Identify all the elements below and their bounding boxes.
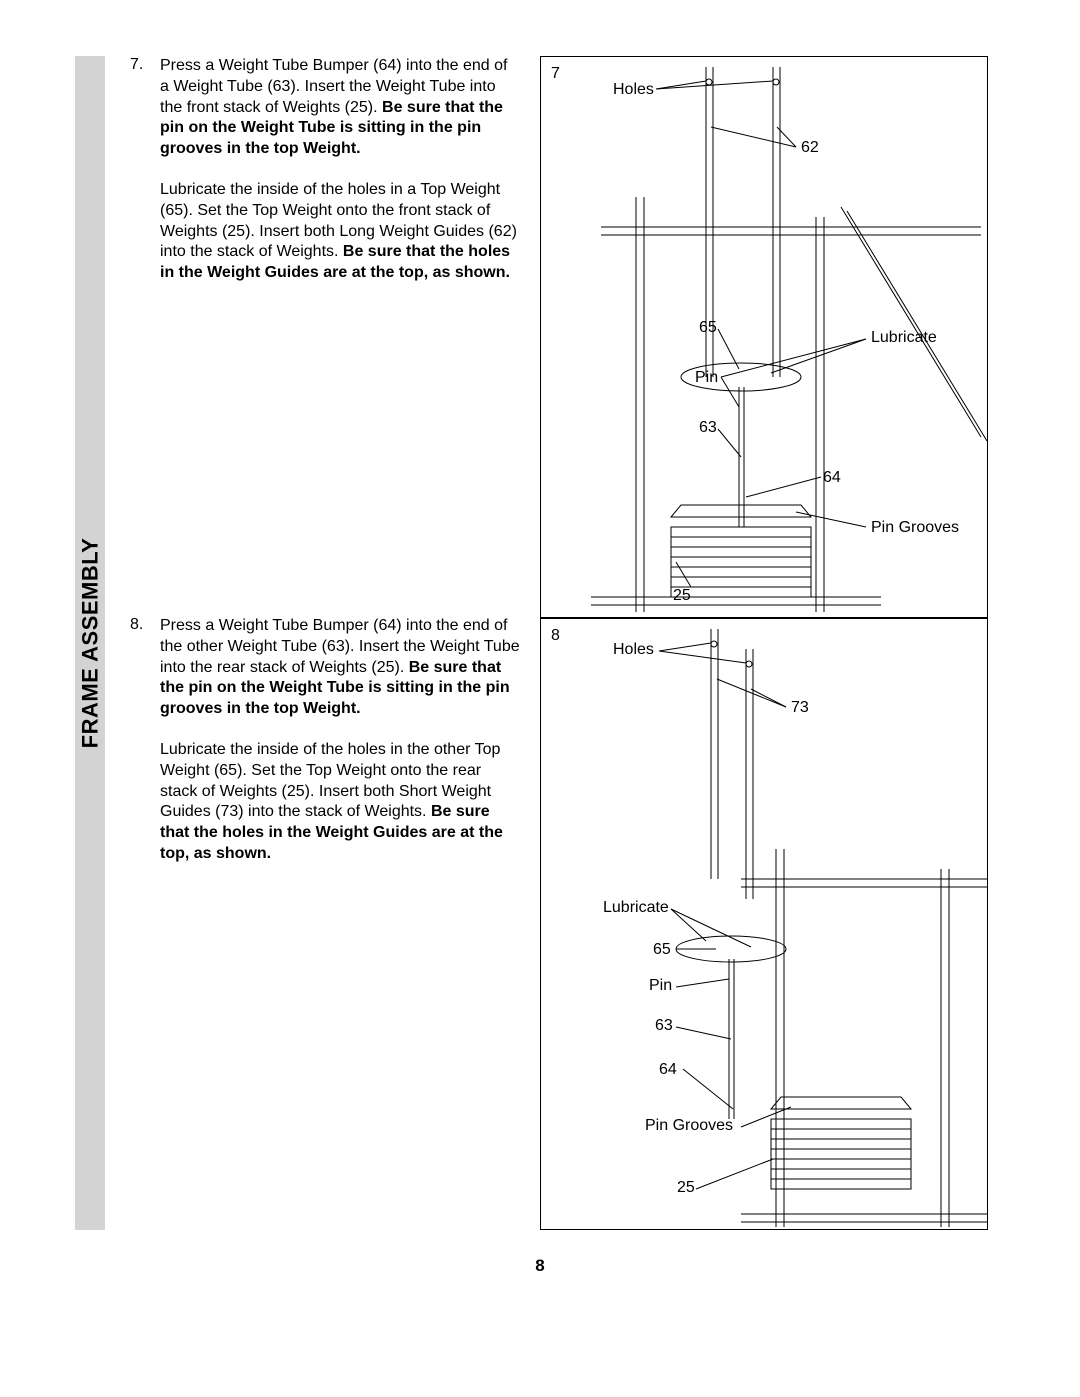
label-holes: Holes: [613, 81, 654, 99]
step8-p2: Lubricate the inside of the holes in the…: [160, 740, 520, 865]
label-73: 73: [791, 699, 809, 717]
diagram-8: 8: [540, 618, 988, 1230]
label-63: 63: [655, 1017, 673, 1035]
step-8: 8. Press a Weight Tube Bumper (64) into …: [130, 616, 520, 885]
step-number: 8.: [130, 616, 160, 885]
label-62: 62: [801, 139, 819, 157]
label-pingrooves: Pin Grooves: [871, 519, 959, 537]
step8-p1: Press a Weight Tube Bumper (64) into the…: [160, 616, 520, 720]
label-25: 25: [677, 1179, 695, 1197]
label-pin: Pin: [649, 977, 672, 995]
label-65: 65: [699, 319, 717, 337]
step-7: 7. Press a Weight Tube Bumper (64) into …: [130, 56, 520, 304]
label-63: 63: [699, 419, 717, 437]
label-64: 64: [823, 469, 841, 487]
step-body: Press a Weight Tube Bumper (64) into the…: [160, 616, 520, 885]
section-label-container: FRAME ASSEMBLY: [75, 56, 105, 1230]
page-number: 8: [0, 1256, 1080, 1276]
step-number: 7.: [130, 56, 160, 304]
label-64: 64: [659, 1061, 677, 1079]
label-lubricate: Lubricate: [603, 899, 669, 917]
step-body: Press a Weight Tube Bumper (64) into the…: [160, 56, 520, 304]
text-column: 7. Press a Weight Tube Bumper (64) into …: [130, 56, 520, 907]
step7-p2: Lubricate the inside of the holes in a T…: [160, 180, 520, 284]
diagram-8-art: [541, 619, 989, 1231]
label-holes: Holes: [613, 641, 654, 659]
label-pingrooves: Pin Grooves: [645, 1117, 733, 1135]
label-25: 25: [673, 587, 691, 605]
step7-p1: Press a Weight Tube Bumper (64) into the…: [160, 56, 520, 160]
diagram-7: 7: [540, 56, 988, 618]
label-65: 65: [653, 941, 671, 959]
section-label: FRAME ASSEMBLY: [77, 538, 103, 749]
label-pin: Pin: [695, 369, 718, 387]
label-lubricate: Lubricate: [871, 329, 937, 347]
